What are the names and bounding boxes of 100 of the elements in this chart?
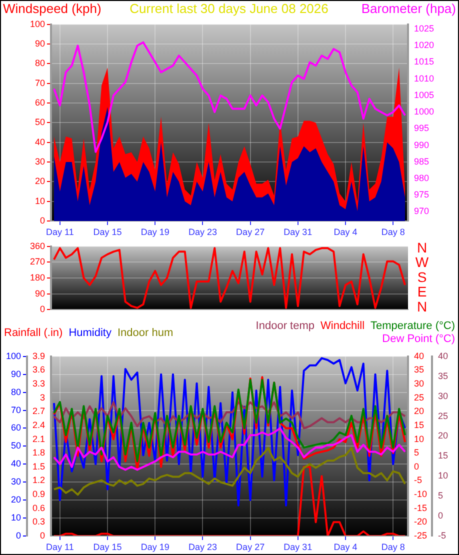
y-tick-label: 100 [6,350,21,361]
x-tick-label: Day 11 [46,542,74,552]
y-tick-label: 35 [414,364,424,375]
y-tick-label: 70 [10,404,21,415]
y-tick-label: 270 [30,256,45,267]
y-axis-title: Windspeed (kph) [3,1,102,17]
y2-tick-label: 3.6 [32,364,45,375]
x-tick-label: Day 19 [140,542,170,552]
y-tick-label: -5 [414,475,422,486]
y2-tick-label: 1005 [414,90,434,100]
y-tick-label: 20 [414,406,424,416]
text: Indoor temp [254,320,316,333]
y2-tick-label: 1000 [414,106,434,117]
x-tick-label: Day 4 [334,226,358,237]
y2-tick-label: 1.8 [32,448,45,458]
y-tick-label: 0 [40,304,45,314]
y-tick-label: 80 [10,386,21,397]
y-tick-label: 25 [414,392,424,402]
y-tick-label: 40 [414,350,424,361]
y-tick-label: 60 [34,98,45,108]
y2-tick-label: 40 [438,350,448,361]
y2-tick-label: 970 [414,206,430,216]
x-tick-label: Day 11 [46,226,74,237]
y2-tick-label: 990 [414,140,430,150]
x-tick-label: Day 19 [140,226,170,237]
y2-tick-label: 3.9 [32,350,45,361]
x-tick-label: Day 4 [334,542,358,552]
y-tick-label: 15 [414,420,424,430]
y2-tick-label: 1020 [414,40,434,50]
text: W [415,254,430,270]
y-tick-label: 90 [34,288,45,298]
text: N [416,239,428,256]
x-tick-label: Day 23 [188,542,217,552]
text: Temperature (°C) [370,320,456,333]
text: Indoor hum [116,326,174,340]
y-tick-label: 30 [10,476,21,487]
y-tick-label: 5 [414,448,420,458]
text: E [417,284,427,300]
y2-tick-label: 995 [414,123,430,134]
y2-tick-label: 1010 [414,73,434,84]
y2-tick-label: 0.6 [32,502,45,513]
x-tick-label: Day 23 [188,226,217,237]
text: Rainfall (.in) [3,326,64,340]
y-tick-label: 50 [34,117,45,128]
y-tick-label: 0 [414,461,420,472]
y-tick-label: 20 [10,494,21,505]
text: S [417,268,427,285]
y2-tick-label: 3 [40,392,45,402]
y2-tick-label: 2.7 [32,406,45,416]
y-tick-label: -10 [414,489,428,500]
y-tick-label: 20 [34,176,45,186]
y-tick-label: 0 [40,215,45,226]
y-tick-label: 50 [10,440,21,451]
y-tick-label: 30 [414,378,424,389]
y-tick-label: 10 [34,196,45,206]
y2-tick-label: 1025 [414,24,434,34]
text: N [416,298,428,314]
y-tick-label: -20 [414,516,428,527]
text: Humidity [68,326,112,340]
y2-tick-label: 10 [438,470,448,481]
y2-tick-label: 1.2 [32,475,45,486]
y2-tick-label: 35 [438,370,448,381]
text: Dew Point (°C) [381,333,456,346]
y-tick-label: 10 [10,512,21,523]
x-tick-label: Day 27 [236,542,265,552]
x-tick-label: Day 15 [93,542,122,552]
y2-tick-label: 2.4 [32,420,45,430]
y2-tick-label: 985 [414,156,430,166]
y2-tick-label: 980 [414,172,430,183]
y2-tick-label: 0.9 [32,489,45,500]
y2-tick-label: 30 [438,390,448,401]
y-tick-label: 100 [30,18,45,29]
x-tick-label: Day 8 [381,542,405,552]
y-tick-label: -15 [414,502,428,513]
y2-tick-label: -5 [438,530,446,540]
y-tick-label: 10 [414,434,424,444]
y-tick-label: 30 [34,156,45,167]
y2-tick-label: 1.5 [32,461,45,472]
y-tick-label: 40 [10,458,21,469]
y2-tick-label: 5 [438,490,444,501]
x-tick-label: Day 31 [284,542,312,552]
y2-tick-label: 1015 [414,56,434,67]
y-tick-label: 40 [34,136,45,147]
y-tick-label: -25 [414,530,428,540]
y2-tick-label: 25 [438,410,448,421]
y2-tick-label: 975 [414,190,430,200]
y-tick-label: 80 [34,58,45,68]
y-tick-label: 70 [34,78,45,88]
x-tick-label: Day 8 [381,226,405,237]
x-tick-label: Day 15 [93,226,122,237]
x-tick-label: Day 27 [236,226,265,237]
y-tick-label: 90 [10,368,21,379]
y2-tick-label: 0.3 [32,516,45,527]
y2-tick-label: 3.3 [32,378,45,389]
y2-tick-label: 0 [438,510,444,521]
y-tick-label: 0 [16,530,21,540]
x-tick-label: Day 31 [284,226,312,237]
y2-tick-label: 2.1 [32,434,45,444]
y-tick-label: 60 [10,422,21,433]
y-tick-label: 360 [30,240,45,251]
